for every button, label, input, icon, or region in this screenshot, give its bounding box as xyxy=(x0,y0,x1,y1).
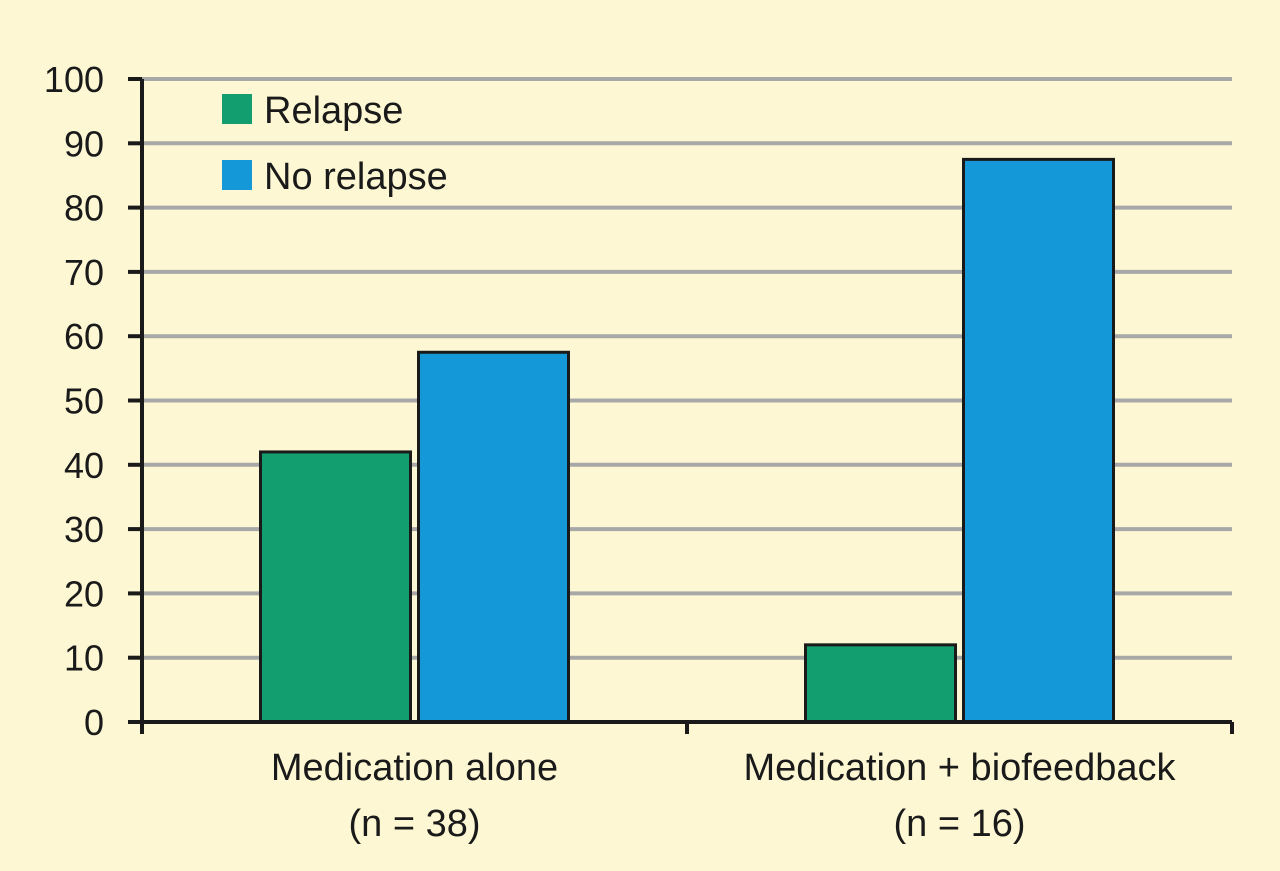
y-tick-label: 10 xyxy=(64,638,104,679)
legend: Relapse No relapse xyxy=(222,90,448,198)
x-category-labels: Medication alone (n = 38) Medication + bio… xyxy=(271,747,1177,845)
axes xyxy=(128,77,1234,734)
y-tick-label: 90 xyxy=(64,123,104,164)
bars xyxy=(259,157,1115,724)
y-tick-label: 30 xyxy=(64,509,104,550)
y-tick-label: 60 xyxy=(64,316,104,357)
legend-label: Relapse xyxy=(264,90,403,132)
y-tick-label: 70 xyxy=(64,252,104,293)
y-tick-label: 0 xyxy=(84,702,104,743)
legend-label: No relapse xyxy=(264,156,448,198)
bar-no-relapse xyxy=(962,157,1115,724)
y-tick-label: 20 xyxy=(64,573,104,614)
x-category-label: (n = 38) xyxy=(348,803,480,845)
legend-swatch xyxy=(222,160,252,190)
x-category-label: (n = 16) xyxy=(893,803,1025,845)
x-category-label: Medication alone xyxy=(271,747,558,789)
y-tick-label: 100 xyxy=(44,59,104,100)
y-tick-label: 80 xyxy=(64,188,104,229)
legend-swatch xyxy=(222,94,252,124)
y-tick-label: 40 xyxy=(64,445,104,486)
x-category-label: Medication + biofeedback xyxy=(743,747,1176,789)
bar-no-relapse xyxy=(417,350,570,724)
y-tick-label: 50 xyxy=(64,381,104,422)
y-tick-labels: 0 10 20 30 40 50 60 70 80 90 100 xyxy=(44,59,104,743)
bar-relapse xyxy=(259,450,412,724)
bar-relapse xyxy=(804,643,957,724)
